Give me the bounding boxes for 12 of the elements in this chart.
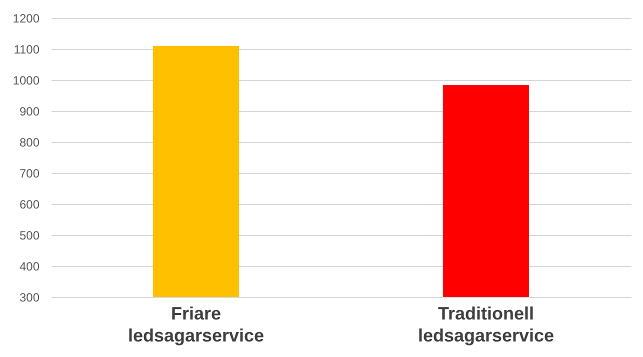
y-tick-label: 1200 bbox=[12, 12, 40, 26]
y-tick-label: 600 bbox=[19, 198, 40, 212]
y-tick-label: 900 bbox=[19, 104, 40, 118]
y-tick-label: 1000 bbox=[12, 74, 40, 88]
y-tick-label: 500 bbox=[19, 228, 40, 242]
x-tick-label: Friare ledsagarservice bbox=[128, 304, 264, 346]
y-tick-label: 800 bbox=[19, 136, 40, 150]
x-tick-label: Traditionell ledsagarservice bbox=[418, 304, 554, 346]
y-tick-label: 1100 bbox=[14, 42, 40, 56]
y-tick-label: 300 bbox=[19, 290, 40, 304]
y-tick-label: 700 bbox=[19, 166, 40, 180]
y-tick-label: 400 bbox=[19, 260, 40, 274]
